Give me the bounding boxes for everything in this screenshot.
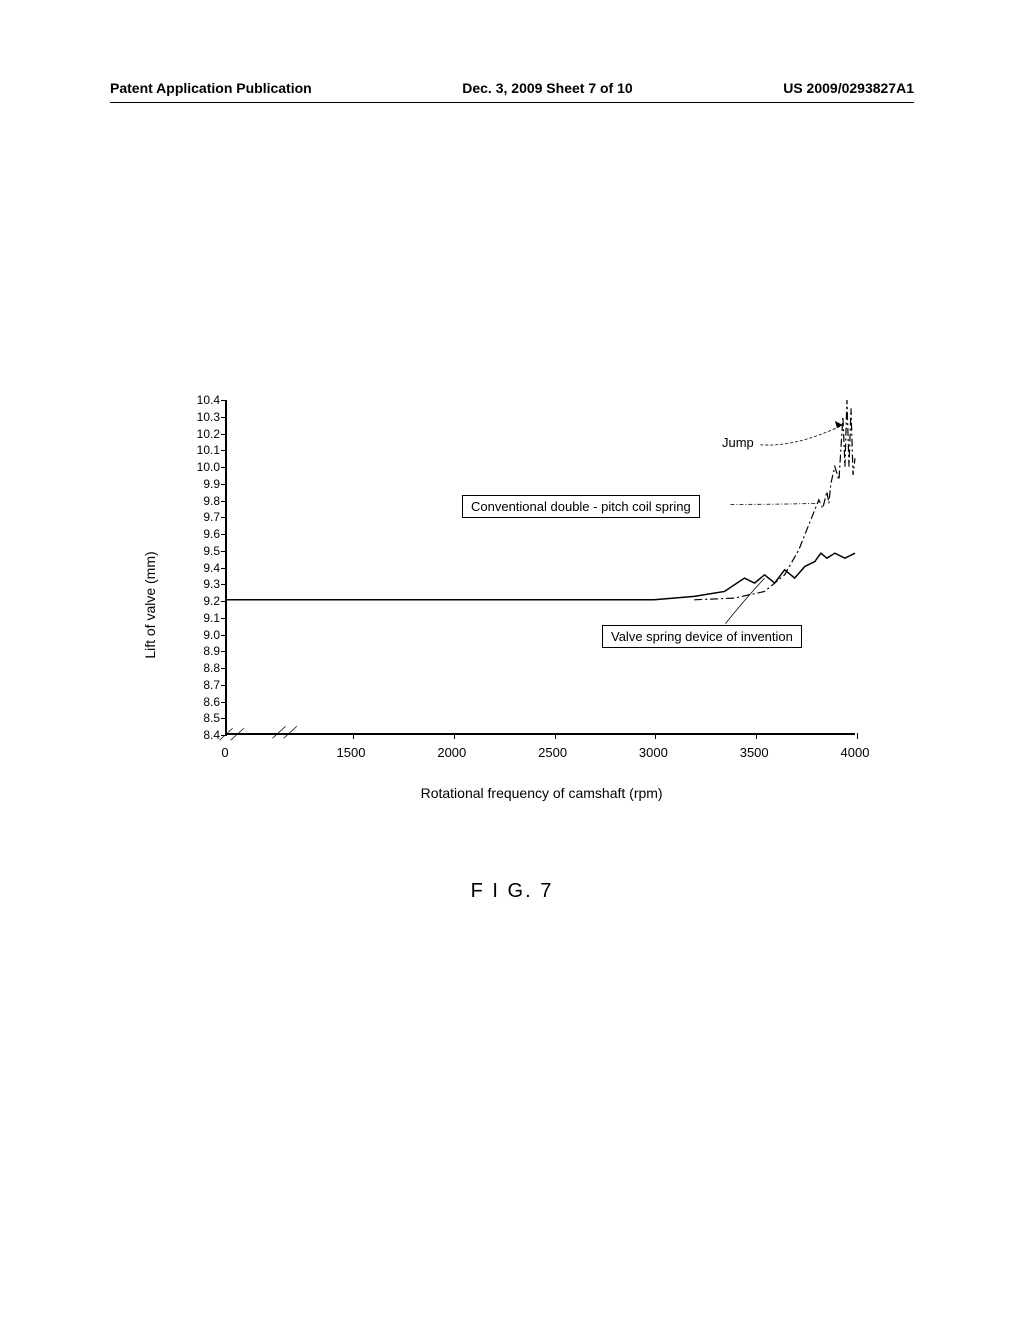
chart-container: Lift of valve (mm) 10.410.310.210.110.09… bbox=[160, 395, 880, 815]
y-tick-label: 9.3 bbox=[203, 578, 220, 590]
plot-svg bbox=[227, 400, 855, 733]
x-tick-mark bbox=[655, 733, 656, 739]
y-tick-label: 9.5 bbox=[203, 545, 220, 557]
y-tick-label: 8.9 bbox=[203, 645, 220, 657]
x-tick-label: 3500 bbox=[740, 745, 769, 760]
x-axis-label: Rotational frequency of camshaft (rpm) bbox=[421, 785, 663, 801]
x-tick-label: 3000 bbox=[639, 745, 668, 760]
y-tick-label: 9.2 bbox=[203, 595, 220, 607]
leader-conventional bbox=[730, 503, 818, 504]
leader-invention bbox=[725, 578, 764, 624]
annotation-jump: Jump bbox=[722, 435, 754, 450]
y-tick-label: 10.3 bbox=[197, 411, 220, 423]
y-tick-label: 10.0 bbox=[197, 461, 220, 473]
y-tick-label: 8.7 bbox=[203, 679, 220, 691]
series-conventional-line bbox=[694, 400, 855, 600]
x-tick-mark bbox=[353, 733, 354, 739]
x-tick-label: 2000 bbox=[437, 745, 466, 760]
x-tick-label: 1500 bbox=[337, 745, 366, 760]
y-tick-label: 9.0 bbox=[203, 629, 220, 641]
y-tick-label: 8.5 bbox=[203, 712, 220, 724]
x-tick-label: 0 bbox=[221, 745, 228, 760]
y-tick-label: 10.2 bbox=[197, 428, 220, 440]
plot-area: ⟋⟋ ⟋⟋ Conventional double - pitch coil s… bbox=[225, 400, 855, 735]
x-tick-label: 2500 bbox=[538, 745, 567, 760]
y-tick-label: 8.8 bbox=[203, 662, 220, 674]
y-tick-label: 10.1 bbox=[197, 444, 220, 456]
x-tick-mark bbox=[857, 733, 858, 739]
y-tick-label: 9.9 bbox=[203, 478, 220, 490]
y-tick-label: 9.8 bbox=[203, 495, 220, 507]
y-tick-label: 10.4 bbox=[197, 394, 220, 406]
y-tick-label: 8.6 bbox=[203, 696, 220, 708]
legend-invention: Valve spring device of invention bbox=[602, 625, 802, 648]
header-right: US 2009/0293827A1 bbox=[783, 80, 914, 96]
y-tick-label: 8.4 bbox=[203, 729, 220, 741]
y-tick-label: 9.7 bbox=[203, 511, 220, 523]
y-axis-label: Lift of valve (mm) bbox=[142, 551, 158, 658]
x-tick-mark bbox=[555, 733, 556, 739]
x-tick-mark bbox=[756, 733, 757, 739]
y-tick-label: 9.1 bbox=[203, 612, 220, 624]
x-tick-mark bbox=[454, 733, 455, 739]
x-tick-label: 4000 bbox=[841, 745, 870, 760]
y-tick-label: 9.4 bbox=[203, 562, 220, 574]
legend-conventional: Conventional double - pitch coil spring bbox=[462, 495, 700, 518]
leader-jump bbox=[760, 425, 843, 445]
header-left: Patent Application Publication bbox=[110, 80, 312, 96]
header-center: Dec. 3, 2009 Sheet 7 of 10 bbox=[462, 80, 632, 96]
header-divider bbox=[110, 102, 914, 103]
figure-label: F I G. 7 bbox=[471, 880, 554, 903]
y-tick-label: 9.6 bbox=[203, 528, 220, 540]
